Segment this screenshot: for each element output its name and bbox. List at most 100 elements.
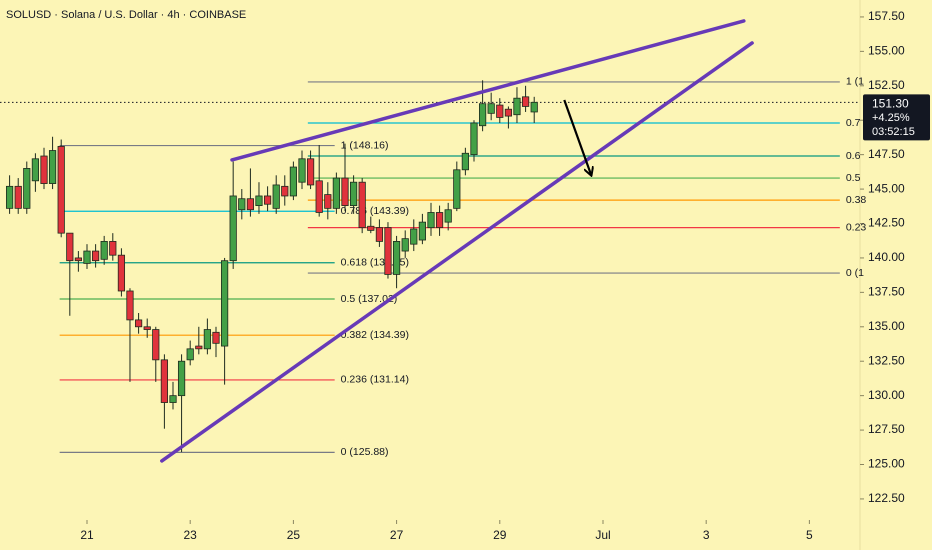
candle-body xyxy=(238,198,246,211)
fib-label: 0.786 (143.39) xyxy=(341,205,409,217)
candle-body xyxy=(83,250,91,264)
y-tick-label: 155.00 xyxy=(868,44,905,58)
price-tag-change: +4.25% xyxy=(872,112,910,124)
candle-body xyxy=(315,180,323,213)
candle-body xyxy=(384,227,392,275)
candle-body xyxy=(186,348,194,361)
candle-body xyxy=(152,329,160,361)
candle-body xyxy=(109,241,117,256)
candle-body xyxy=(177,360,186,397)
candle-body xyxy=(203,329,211,350)
candle-body xyxy=(375,227,384,242)
x-tick-label: 3 xyxy=(703,528,710,542)
candle-body xyxy=(246,198,255,211)
x-tick-label: 5 xyxy=(806,528,813,542)
candle-body xyxy=(418,221,426,241)
y-tick-label: 125.00 xyxy=(868,457,905,471)
fib-label: 1 (148.16) xyxy=(341,139,389,151)
candle-body xyxy=(263,195,272,205)
y-tick-label: 137.50 xyxy=(868,285,905,299)
x-tick-label: 27 xyxy=(390,528,404,542)
price-tag xyxy=(863,94,930,141)
candle-body xyxy=(470,122,478,156)
trendline xyxy=(160,41,754,463)
y-tick-label: 130.00 xyxy=(868,388,905,402)
candle-body xyxy=(496,104,504,118)
candle-body xyxy=(14,185,22,209)
y-tick-label: 127.50 xyxy=(868,422,905,436)
candle-body xyxy=(479,103,487,127)
fib-label: 0 (1 xyxy=(846,267,864,279)
candle-body xyxy=(48,150,57,184)
y-tick-label: 145.00 xyxy=(868,181,905,195)
x-tick-label: Jul xyxy=(595,528,610,542)
candle-body xyxy=(298,158,306,183)
candle-body xyxy=(281,185,289,197)
candle-body xyxy=(513,97,521,116)
y-tick-label: 122.50 xyxy=(868,491,905,505)
fib-label: 0.236 (131.14) xyxy=(341,374,409,386)
candle-body xyxy=(461,152,469,171)
candle-body xyxy=(289,166,297,197)
fib-label: 0.618 (139.65) xyxy=(341,257,409,269)
candle-body xyxy=(31,158,39,182)
y-tick-label: 135.00 xyxy=(868,319,905,333)
candle-body xyxy=(306,158,315,186)
candle-body xyxy=(401,238,409,252)
candle-body xyxy=(521,96,530,107)
y-tick-label: 157.50 xyxy=(868,9,905,23)
y-tick-label: 132.50 xyxy=(868,353,905,367)
candle-body xyxy=(530,101,538,113)
fib-label: 0.382 (134.39) xyxy=(341,329,409,341)
fib-label: 0.7 xyxy=(846,117,861,129)
candle-body xyxy=(435,212,444,229)
fib-label: 0 (125.88) xyxy=(341,446,389,458)
candle-body xyxy=(358,181,366,229)
candle-body xyxy=(332,177,340,209)
candle-body xyxy=(410,228,418,245)
candle-body xyxy=(324,194,332,209)
candle-body xyxy=(92,250,100,262)
candle-body xyxy=(350,181,358,207)
candle-body xyxy=(212,331,220,344)
candle-body xyxy=(160,359,168,403)
price-tag-countdown: 03:52:15 xyxy=(872,126,915,138)
candle-body xyxy=(126,290,134,321)
candle-body xyxy=(229,195,237,262)
fib-label: 1 (1 xyxy=(846,76,864,88)
price-tag-value: 151.30 xyxy=(872,96,909,110)
chart-title: SOLUSD · Solana / U.S. Dollar · 4h · COI… xyxy=(6,9,246,21)
candle-body xyxy=(427,212,435,229)
candle-body xyxy=(444,209,452,223)
candle-body xyxy=(504,108,513,117)
trendline xyxy=(230,19,746,162)
x-tick-label: 23 xyxy=(184,528,198,542)
candle-body xyxy=(57,145,65,234)
x-tick-label: 29 xyxy=(493,528,507,542)
x-tick-label: 25 xyxy=(287,528,301,542)
candle-body xyxy=(453,169,461,209)
y-tick-label: 140.00 xyxy=(868,250,905,264)
candle-body xyxy=(143,326,151,330)
fib-label: 0.23 xyxy=(846,221,867,233)
candle-body xyxy=(195,345,203,350)
candle-body xyxy=(5,185,14,209)
fib-label: 0.5 xyxy=(846,172,861,184)
arrow xyxy=(563,99,591,175)
candle-body xyxy=(169,395,177,403)
x-tick-label: 21 xyxy=(80,528,94,542)
candle-body xyxy=(255,195,263,207)
y-tick-label: 152.50 xyxy=(868,78,905,92)
candle-body xyxy=(272,184,280,209)
candle-body xyxy=(100,241,108,260)
candle-body xyxy=(367,225,375,231)
candle-body xyxy=(392,241,401,275)
y-tick-label: 142.50 xyxy=(868,216,905,230)
candle-body xyxy=(117,254,126,292)
fib-label: 0.38 xyxy=(846,194,867,206)
candle-body xyxy=(134,319,143,328)
fib-label: 0.5 (137.02) xyxy=(341,293,398,305)
candle-body xyxy=(341,177,349,207)
